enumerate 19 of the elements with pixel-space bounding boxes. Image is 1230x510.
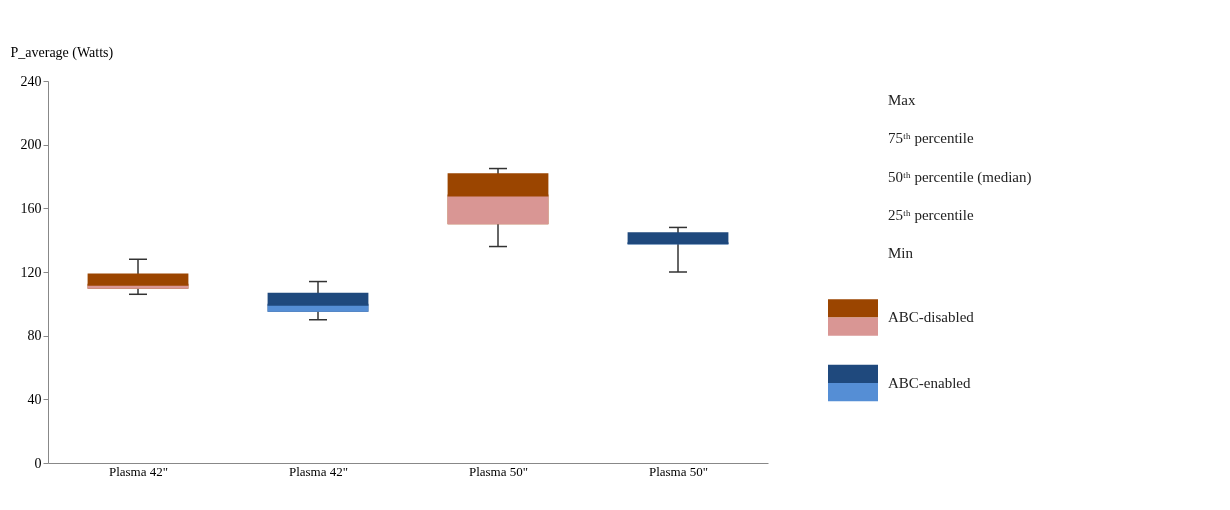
x-tick-label: Plasma 42"	[108, 463, 169, 479]
y-tick-label: 40	[27, 391, 42, 407]
y-tick-label: 200	[20, 137, 42, 153]
text: 50ᵗʰ percentile (median)	[888, 168, 1032, 186]
legend-label: ABC-disabled	[888, 309, 975, 326]
y-axis-title: P_average (Watts)	[10, 44, 114, 61]
x-tick-label: Plasma 50"	[648, 463, 709, 479]
text: Min	[888, 244, 914, 261]
y-tick-label: 160	[20, 200, 42, 216]
legend-label: ABC-enabled	[888, 374, 971, 391]
text: 75ᵗʰ percentile	[888, 130, 974, 147]
y-tick-label: 80	[27, 328, 42, 344]
x-tick-label: Plasma 50"	[468, 463, 529, 479]
y-tick-label: 120	[20, 264, 42, 280]
y-tick-label: 0	[34, 455, 42, 471]
text: 25ᵗʰ percentile	[888, 206, 974, 223]
text: Max	[888, 92, 916, 109]
y-tick-label: 240	[20, 73, 42, 89]
x-tick-label: Plasma 42"	[288, 463, 349, 479]
